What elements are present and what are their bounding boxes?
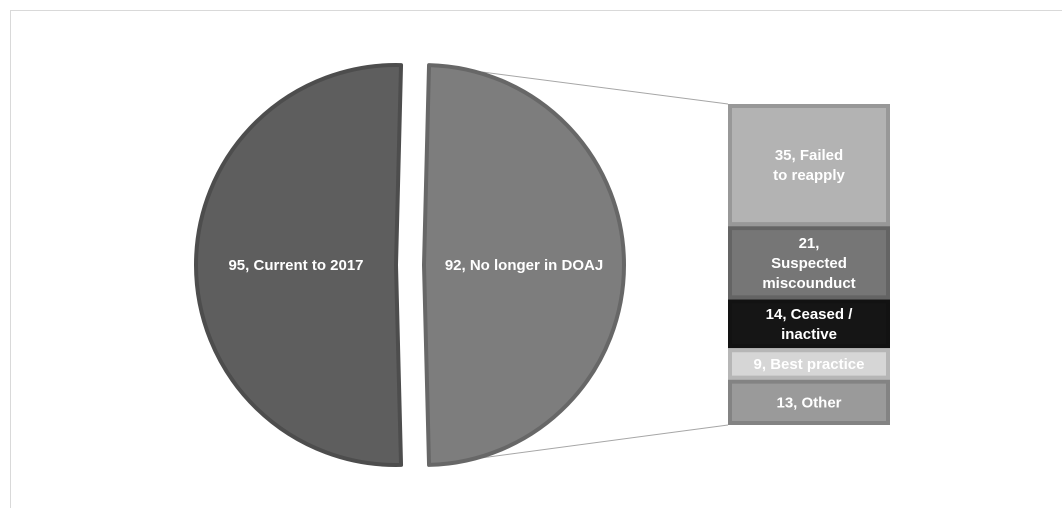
bar-segment-9-best-practice xyxy=(728,348,890,380)
pie-label-92-no-longer-in-doaj: 92, No longer in DOAJ xyxy=(445,257,603,274)
pie xyxy=(194,63,626,467)
bar-segment-21-suspected-miscounduct xyxy=(728,226,890,300)
bar-label-9-best-practice: 9, Best practice xyxy=(754,356,865,373)
pie-slice-95-current-to-2017 xyxy=(194,63,404,467)
bar-segment-14-ceased-inactive xyxy=(728,299,890,349)
bar-label-14-ceased-inactive: 14, Ceased / inactive xyxy=(766,306,854,343)
breakdown-bar xyxy=(728,104,890,425)
bar-label-21-suspected-miscounduct: 21, Suspected miscounduct xyxy=(762,235,855,292)
pie-slice-92-no-longer-in-doaj xyxy=(422,63,626,467)
bar-segment-13-other xyxy=(728,379,890,425)
bar-label-35-failed-to-reapply: 35, Failed to reapply xyxy=(773,147,845,184)
data-labels: 92, No longer in DOAJ 95, Current to 2017… xyxy=(228,147,864,411)
bar-label-13-other: 13, Other xyxy=(776,394,841,411)
pie-label-95-current-to-2017: 95, Current to 2017 xyxy=(228,257,363,274)
bar-segment-35-failed-to-reapply xyxy=(728,104,890,227)
